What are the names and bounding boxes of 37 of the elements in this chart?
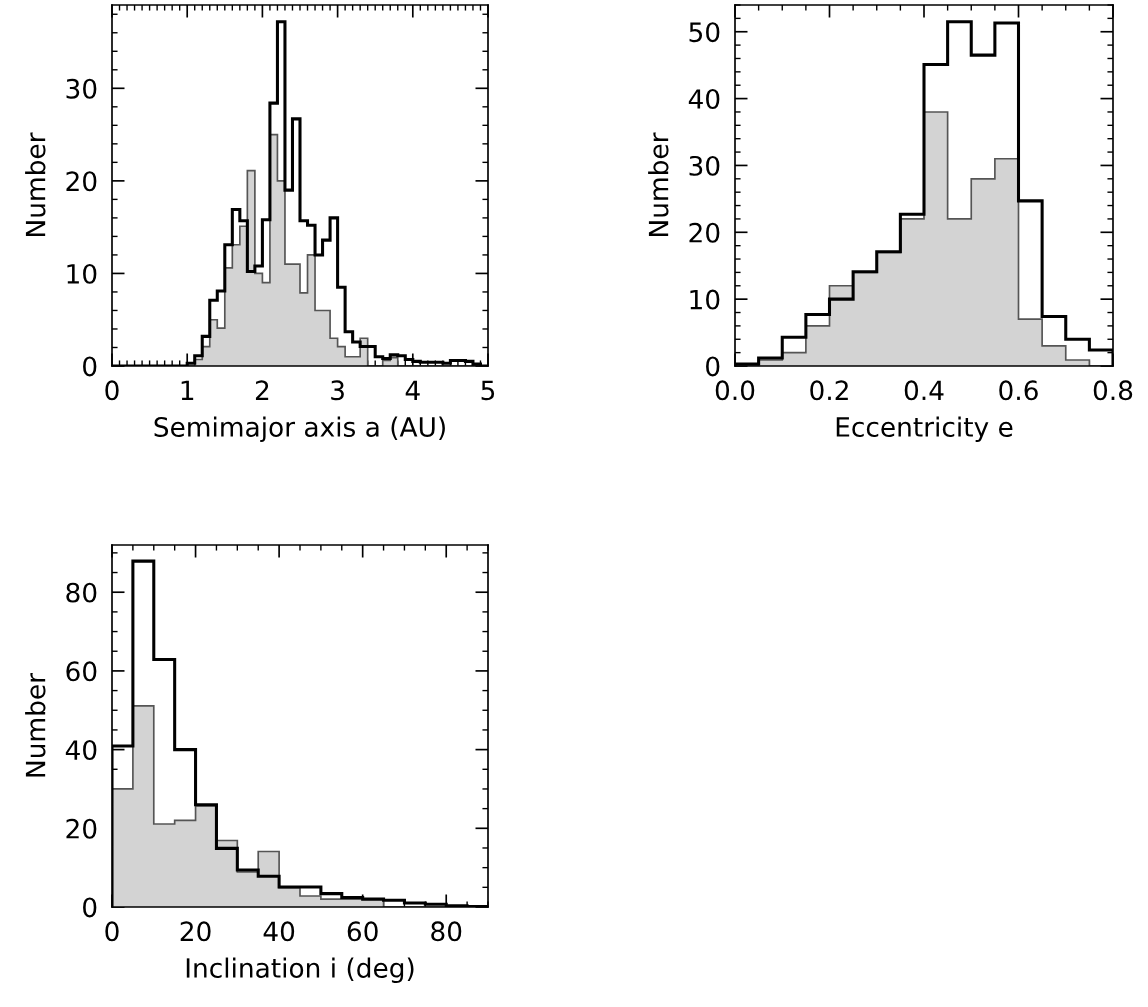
- y-tick-label: 0: [83, 356, 97, 377]
- x-tick-label: 1: [181, 380, 194, 400]
- x-tick-label: 2: [255, 380, 269, 400]
- y-tick-label: 0: [706, 356, 720, 377]
- x-tick-label: 5: [481, 380, 495, 401]
- y-tick-label: 30: [689, 155, 720, 176]
- x-tick-label: 0.4: [904, 380, 944, 401]
- x-tick-label: 0.6: [999, 380, 1038, 401]
- x-axis-title: Eccentricity e: [836, 416, 1013, 443]
- x-tick-label: 60: [347, 921, 378, 942]
- x-tick-label: 80: [431, 921, 462, 942]
- y-tick-label: 80: [66, 582, 97, 603]
- x-axis-title: Inclination i (deg): [186, 957, 414, 984]
- x-tick-label: 20: [180, 921, 211, 942]
- y-axis-title: Number: [25, 132, 46, 236]
- y-tick-label: 40: [688, 89, 720, 109]
- x-axis-title: Semimajor axis a (AU): [154, 416, 445, 443]
- y-tick-label: 60: [66, 661, 97, 682]
- x-tick-label: 4: [405, 380, 420, 400]
- y-tick-label: 20: [689, 222, 720, 243]
- y-tick-label: 10: [67, 263, 97, 284]
- x-tick-label: 0: [105, 380, 119, 401]
- y-tick-label: 50: [689, 22, 720, 43]
- y-tick-label: 20: [66, 171, 97, 192]
- y-tick-label: 40: [65, 740, 97, 761]
- x-tick-label: 3: [331, 380, 344, 401]
- x-tick-label: 0.8: [1093, 380, 1133, 401]
- y-tick-label: 20: [66, 818, 97, 839]
- y-tick-label: 0: [83, 897, 97, 918]
- x-tick-label: 0.2: [810, 380, 848, 401]
- y-tick-label: 10: [690, 289, 720, 310]
- x-tick-label: 0: [105, 921, 119, 942]
- y-tick-label: 30: [66, 78, 97, 99]
- x-tick-label: 0.0: [715, 380, 755, 401]
- y-axis-title: Number: [648, 132, 669, 236]
- y-axis-title: Number: [25, 673, 46, 777]
- x-tick-label: 40: [263, 921, 295, 942]
